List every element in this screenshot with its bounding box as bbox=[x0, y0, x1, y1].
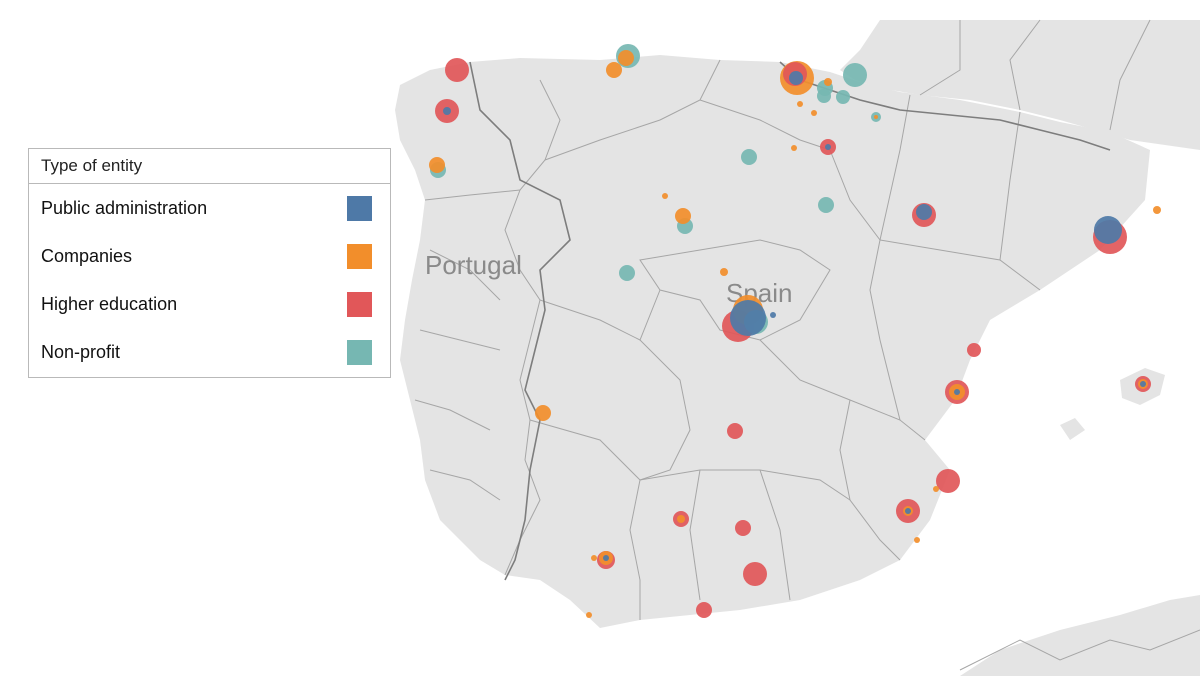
land-iberia bbox=[395, 55, 1150, 628]
bubble[interactable] bbox=[662, 193, 668, 199]
bubble[interactable] bbox=[797, 101, 803, 107]
legend-swatch bbox=[347, 196, 372, 221]
bubble[interactable] bbox=[843, 63, 867, 87]
bubble[interactable] bbox=[874, 115, 878, 119]
bubble[interactable] bbox=[618, 50, 634, 66]
legend: Type of entity Public administration Com… bbox=[28, 148, 391, 378]
bubble[interactable] bbox=[535, 405, 551, 421]
bubble[interactable] bbox=[818, 197, 834, 213]
legend-item-non-profit[interactable]: Non-profit bbox=[29, 328, 390, 376]
region-borders bbox=[414, 19, 1200, 671]
bubble[interactable] bbox=[905, 508, 911, 514]
bubble[interactable] bbox=[817, 89, 831, 103]
bubble[interactable] bbox=[429, 157, 445, 173]
bubble[interactable] bbox=[954, 389, 960, 395]
legend-label: Companies bbox=[41, 246, 133, 266]
bubble[interactable] bbox=[1094, 216, 1122, 244]
bubble[interactable] bbox=[825, 144, 831, 150]
bubble[interactable] bbox=[789, 71, 803, 85]
land-africa bbox=[960, 595, 1200, 676]
bubble[interactable] bbox=[836, 90, 850, 104]
bubble[interactable] bbox=[967, 343, 981, 357]
legend-title: Type of entity bbox=[29, 149, 390, 184]
bubble[interactable] bbox=[791, 145, 797, 151]
country-label-portugal: Portugal bbox=[425, 250, 522, 280]
bubble[interactable] bbox=[743, 562, 767, 586]
bubble[interactable] bbox=[591, 555, 597, 561]
bubble[interactable] bbox=[824, 78, 832, 86]
land-france bbox=[840, 20, 1200, 150]
legend-item-higher-education[interactable]: Higher education bbox=[29, 280, 390, 328]
bubble[interactable] bbox=[770, 312, 776, 318]
bubble[interactable] bbox=[603, 555, 609, 561]
bubble[interactable] bbox=[586, 612, 592, 618]
bubble[interactable] bbox=[443, 107, 451, 115]
bubble[interactable] bbox=[916, 204, 932, 220]
legend-label: Non-profit bbox=[41, 342, 121, 362]
bubble[interactable] bbox=[730, 300, 766, 336]
legend-label: Higher education bbox=[41, 294, 178, 314]
bubble[interactable] bbox=[933, 486, 939, 492]
land-ibiza bbox=[1060, 418, 1085, 440]
bubbles bbox=[429, 44, 1161, 618]
bubble[interactable] bbox=[696, 602, 712, 618]
bubble[interactable] bbox=[606, 62, 622, 78]
bubble[interactable] bbox=[677, 515, 685, 523]
bubble[interactable] bbox=[720, 268, 728, 276]
bubble[interactable] bbox=[914, 537, 920, 543]
legend-swatch bbox=[347, 340, 372, 365]
bubble[interactable] bbox=[1153, 206, 1161, 214]
bubble[interactable] bbox=[619, 265, 635, 281]
bubble[interactable] bbox=[735, 520, 751, 536]
bubble[interactable] bbox=[1140, 381, 1146, 387]
legend-label: Public administration bbox=[41, 198, 208, 218]
bubble[interactable] bbox=[811, 110, 817, 116]
bubble[interactable] bbox=[936, 469, 960, 493]
legend-item-public-administration[interactable]: Public administration bbox=[29, 184, 390, 232]
legend-swatch bbox=[347, 244, 372, 269]
bubble[interactable] bbox=[445, 58, 469, 82]
bubble[interactable] bbox=[727, 423, 743, 439]
bubble[interactable] bbox=[675, 208, 691, 224]
legend-swatch bbox=[347, 292, 372, 317]
bubble[interactable] bbox=[741, 149, 757, 165]
country-borders bbox=[469, 61, 1111, 581]
legend-item-companies[interactable]: Companies bbox=[29, 232, 390, 280]
